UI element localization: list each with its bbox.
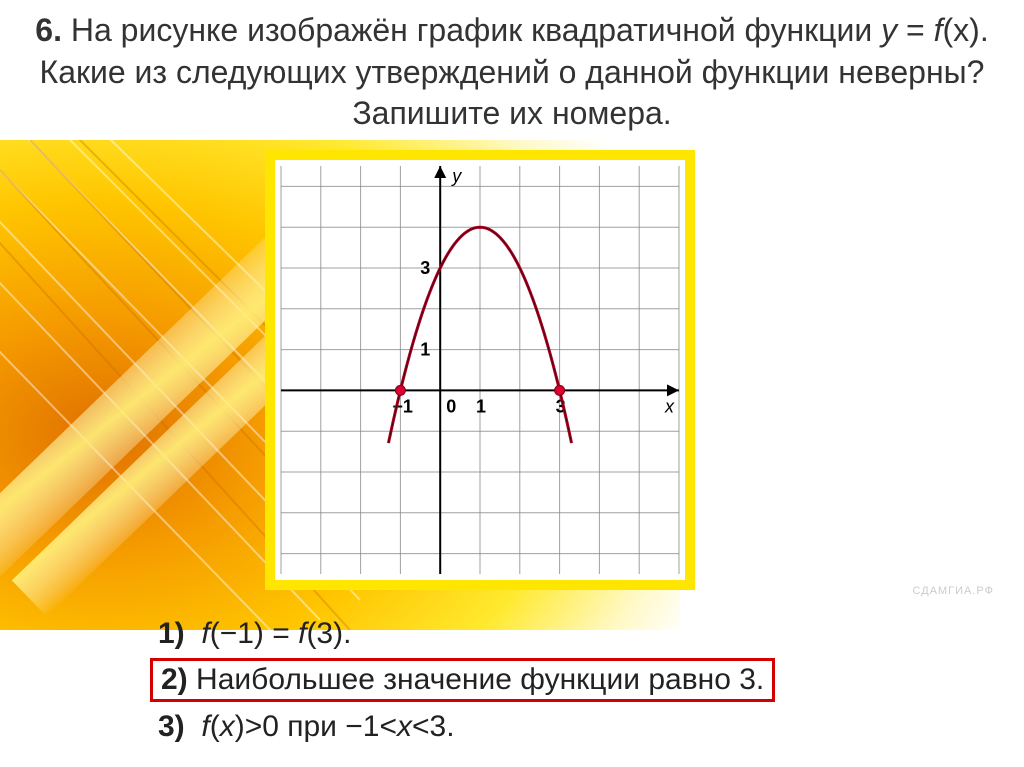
svg-text:x: x <box>664 396 675 416</box>
svg-text:3: 3 <box>420 258 430 278</box>
answer-3: 3) f(x)>0 при −1<x<3. <box>150 706 775 748</box>
svg-text:1: 1 <box>420 340 430 360</box>
chart: yx−101313 <box>275 160 685 580</box>
answer-options: 1) f(−1) = f(3). 2) Наибольшее значение … <box>150 611 775 750</box>
answer-1: 1) f(−1) = f(3). <box>150 613 775 655</box>
svg-text:0: 0 <box>446 396 456 416</box>
svg-text:1: 1 <box>476 396 486 416</box>
svg-text:y: y <box>450 166 462 186</box>
chart-frame: yx−101313 <box>265 150 695 590</box>
watermark: СДАМГИА.РФ <box>913 585 994 597</box>
answer-2-highlighted: 2) Наибольшее значение функции равно 3. <box>150 658 775 702</box>
question-title: 6. На рисунке изображён график квадратич… <box>0 0 1024 143</box>
question-number: 6. <box>35 12 62 48</box>
